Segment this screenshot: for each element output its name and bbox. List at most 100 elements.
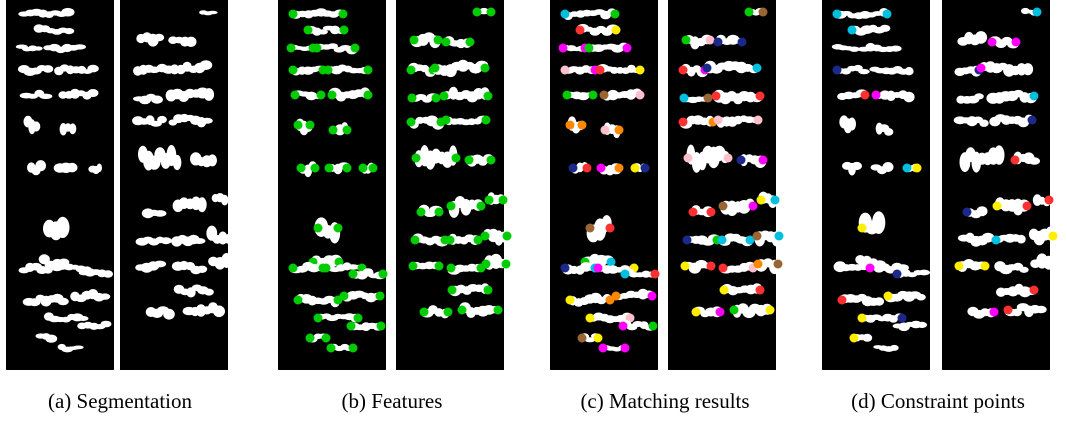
- feature-point: [435, 262, 444, 271]
- feature-point: [759, 156, 768, 165]
- feature-point: [364, 91, 373, 100]
- feature-point: [442, 116, 451, 125]
- feature-point: [325, 164, 334, 173]
- segment-blob: [201, 118, 212, 124]
- feature-point: [1045, 196, 1054, 205]
- feature-point: [411, 236, 420, 245]
- feature-point: [1030, 286, 1039, 295]
- feature-point: [417, 208, 426, 217]
- segment-blob: [78, 316, 89, 321]
- feature-point: [289, 10, 298, 19]
- feature-point: [703, 64, 712, 73]
- feature-point: [481, 64, 490, 73]
- feature-point: [718, 236, 727, 245]
- segment-blob: [74, 44, 86, 49]
- segment-blob: [32, 121, 41, 131]
- feature-point: [364, 66, 373, 75]
- segment-blob: [862, 334, 872, 342]
- feature-point: [833, 10, 842, 19]
- caption: (d) Constraint points: [851, 389, 1025, 413]
- image-panel: [942, 0, 1058, 370]
- feature-point: [583, 164, 592, 173]
- segment-blob: [69, 123, 76, 134]
- feature-point: [566, 121, 575, 130]
- figure: (a) Segmentation (b) Features (c) Matchi…: [0, 0, 1067, 424]
- feature-point: [407, 66, 416, 75]
- feature-point: [586, 314, 595, 323]
- segment-blob: [1029, 157, 1040, 165]
- feature-point: [1033, 8, 1042, 17]
- segment-blob: [163, 309, 175, 320]
- feature-point: [774, 260, 783, 269]
- feature-point: [379, 270, 388, 279]
- feature-point: [359, 164, 368, 173]
- feature-point: [679, 118, 688, 127]
- feature-point: [988, 38, 997, 47]
- feature-point: [612, 26, 621, 35]
- feature-point: [569, 164, 578, 173]
- feature-point: [683, 236, 692, 245]
- feature-point: [322, 334, 331, 343]
- feature-point: [883, 10, 892, 19]
- feature-point: [631, 164, 640, 173]
- feature-point: [585, 44, 594, 53]
- feature-point: [679, 66, 688, 75]
- feature-point: [754, 260, 763, 269]
- feature-point: [473, 8, 482, 17]
- feature-point: [432, 94, 441, 103]
- feature-point: [578, 334, 587, 343]
- feature-point: [594, 264, 603, 273]
- feature-point: [759, 8, 768, 17]
- feature-point: [606, 224, 615, 233]
- feature-point: [287, 44, 296, 53]
- image-panel: [6, 0, 114, 370]
- feature-point: [636, 91, 645, 100]
- segment-blob: [208, 154, 217, 166]
- panels: [6, 0, 1058, 370]
- caption: (a) Segmentation: [48, 389, 193, 413]
- segment-blob: [97, 164, 102, 173]
- feature-point: [599, 344, 608, 353]
- segment-blob: [221, 195, 228, 206]
- feature-point: [487, 156, 496, 165]
- feature-point: [289, 66, 298, 75]
- segment-blob: [884, 128, 893, 136]
- feature-point: [707, 208, 716, 217]
- feature-point: [649, 322, 658, 331]
- feature-point: [349, 344, 358, 353]
- feature-point: [444, 308, 453, 317]
- feature-point: [754, 116, 763, 125]
- feature-point: [898, 314, 907, 323]
- caption: (c) Matching results: [580, 389, 749, 413]
- feature-point: [1004, 306, 1013, 315]
- segment-blob: [851, 162, 862, 170]
- segment-blob: [1019, 267, 1028, 273]
- feature-point: [409, 262, 418, 271]
- panel-background: [6, 0, 114, 370]
- segment-blob: [221, 253, 232, 268]
- feature-point: [753, 64, 762, 73]
- image-panel: [668, 0, 784, 370]
- feature-point: [766, 306, 775, 315]
- image-panel: [550, 0, 660, 370]
- segment-blob: [87, 65, 98, 73]
- segment-blob: [157, 116, 167, 123]
- feature-point: [719, 202, 728, 211]
- segment-blob: [154, 34, 164, 42]
- feature-point: [328, 91, 337, 100]
- caption: (b) Features: [342, 389, 443, 413]
- segment-blob: [88, 89, 99, 97]
- segment-blob: [154, 210, 167, 217]
- image-panel: [822, 0, 930, 370]
- feature-point: [322, 264, 331, 273]
- feature-point: [561, 264, 570, 273]
- segment-blob: [173, 155, 182, 170]
- segment-blob: [57, 298, 68, 305]
- feature-point: [354, 314, 363, 323]
- segment-blob: [208, 11, 218, 15]
- feature-point: [749, 202, 758, 211]
- segment-blob: [197, 266, 207, 273]
- feature-point: [601, 126, 610, 135]
- segment-blob: [193, 238, 205, 244]
- feature-point: [757, 196, 766, 205]
